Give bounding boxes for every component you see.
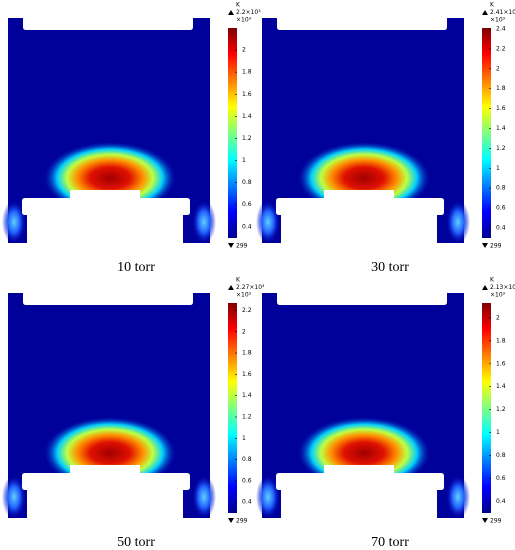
- panel: K2.2×10³×10³ 299 0.4 0.6 0.8 1 1.2 1.4 1.6 1.8 2 10…: [2, 2, 261, 275]
- top-cutout: [277, 18, 447, 30]
- colorbar-min: 299: [236, 243, 248, 250]
- colorbar-tick-label: 1.4: [242, 392, 252, 399]
- colorbar-tick-label: 0.8: [242, 456, 252, 463]
- side-zone: [446, 475, 470, 519]
- colorbar-max: 2.2×10³: [236, 9, 261, 16]
- top-cutout: [277, 293, 447, 305]
- max-marker: [228, 10, 234, 15]
- field-plot: [256, 293, 470, 519]
- colorbar-tick-label: 1.6: [242, 371, 252, 378]
- colorbar: [482, 28, 491, 238]
- colorbar-tick-label: 1.2: [496, 145, 506, 152]
- colorbar-unit: K: [236, 277, 241, 284]
- colorbar-tick-label: 0.4: [242, 499, 252, 506]
- colorbar-tick-label: 1: [242, 435, 246, 442]
- colorbar-tick-label: 1.2: [242, 414, 252, 421]
- colorbar-tick-label: 2.2: [242, 307, 252, 314]
- colorbar-max: 2.27×10³: [236, 284, 265, 291]
- min-marker: [482, 243, 488, 248]
- panel: K2.27×10³×10³ 299 0.4 0.6 0.8 1 1.2 1.4 1.6 1.8 2 2…: [2, 277, 265, 550]
- pedestal: [22, 465, 190, 518]
- colorbar-multiplier: ×10³: [236, 292, 252, 299]
- colorbar-tick-label: 2.4: [496, 25, 506, 32]
- colorbar-tick-label: 2: [242, 328, 246, 335]
- max-marker: [482, 285, 488, 290]
- min-marker: [228, 243, 234, 248]
- top-cutout: [23, 293, 193, 305]
- colorbar-tick-label: 1.6: [496, 360, 506, 367]
- colorbar-min: 299: [490, 243, 502, 250]
- colorbar-multiplier: ×10³: [490, 292, 506, 299]
- colorbar-min: 299: [490, 518, 502, 525]
- max-marker: [228, 285, 234, 290]
- colorbar-tick-label: 1.8: [496, 337, 506, 344]
- colorbar-tick-label: 1: [496, 429, 500, 436]
- top-cutout: [23, 18, 193, 30]
- colorbar-max: 2.41×10³: [490, 9, 515, 16]
- colorbar-tick-label: 2.2: [496, 45, 506, 52]
- colorbar-tick-label: 1: [242, 157, 246, 164]
- colorbar-tick-label: 0.6: [242, 477, 252, 484]
- side-zone: [2, 200, 26, 244]
- colorbar-tick-label: 1.8: [242, 69, 252, 76]
- side-zone: [446, 200, 470, 244]
- colorbar-unit: K: [490, 277, 495, 284]
- colorbar-multiplier: ×10³: [490, 17, 506, 24]
- colorbar: [228, 28, 237, 238]
- colorbar-tick-label: 2: [496, 65, 500, 72]
- panel: K2.41×10³×10³ 299 0.4 0.6 0.8 1 1.2 1.4 1.6 1.8 2 2…: [256, 2, 515, 275]
- pedestal: [276, 465, 444, 518]
- colorbar: [228, 303, 237, 513]
- colorbar-tick-label: 1.6: [496, 105, 506, 112]
- colorbar-tick-label: 0.4: [242, 223, 252, 230]
- colorbar-tick-label: 0.4: [496, 224, 506, 231]
- colorbar-tick-label: 1.4: [496, 383, 506, 390]
- colorbar-tick-label: 0.4: [496, 498, 506, 505]
- side-zone: [256, 475, 280, 519]
- field-plot: [2, 293, 216, 519]
- caption: 70 torr: [371, 535, 409, 550]
- colorbar-min: 299: [236, 518, 248, 525]
- colorbar-multiplier: ×10³: [236, 17, 252, 24]
- colorbar-tick-label: 0.6: [242, 201, 252, 208]
- colorbar-max: 2.13×10³: [490, 284, 515, 291]
- pedestal: [276, 190, 444, 243]
- colorbar-tick-label: 0.8: [496, 452, 506, 459]
- side-zone: [2, 475, 26, 519]
- field-plot: [256, 18, 470, 244]
- colorbar-unit: K: [236, 2, 241, 9]
- pedestal: [22, 190, 190, 243]
- colorbar-tick-label: 0.6: [496, 205, 506, 212]
- colorbar: [482, 303, 491, 513]
- min-marker: [228, 518, 234, 523]
- colorbar-tick-label: 2: [496, 314, 500, 321]
- panel: K2.13×10³×10³ 299 0.4 0.6 0.8 1 1.2 1.4 1.6 1.8 2 7…: [256, 277, 515, 550]
- colorbar-tick-label: 1.8: [496, 85, 506, 92]
- caption: 50 torr: [117, 535, 155, 550]
- min-marker: [482, 518, 488, 523]
- field-plot: [2, 18, 216, 244]
- colorbar-tick-label: 2: [242, 47, 246, 54]
- colorbar-tick-label: 1.8: [242, 350, 252, 357]
- caption: 30 torr: [371, 260, 409, 275]
- colorbar-tick-label: 1: [496, 165, 500, 172]
- side-zone: [192, 200, 216, 244]
- colorbar-tick-label: 0.8: [242, 179, 252, 186]
- side-zone: [192, 475, 216, 519]
- caption: 10 torr: [117, 260, 155, 275]
- colorbar-tick-label: 0.8: [496, 185, 506, 192]
- colorbar-tick-label: 1.4: [242, 113, 252, 120]
- colorbar-tick-label: 1.4: [496, 125, 506, 132]
- colorbar-tick-label: 1.2: [496, 406, 506, 413]
- colorbar-unit: K: [490, 2, 495, 9]
- max-marker: [482, 10, 488, 15]
- colorbar-tick-label: 1.2: [242, 135, 252, 142]
- colorbar-tick-label: 0.6: [496, 475, 506, 482]
- colorbar-tick-label: 1.6: [242, 91, 252, 98]
- side-zone: [256, 200, 280, 244]
